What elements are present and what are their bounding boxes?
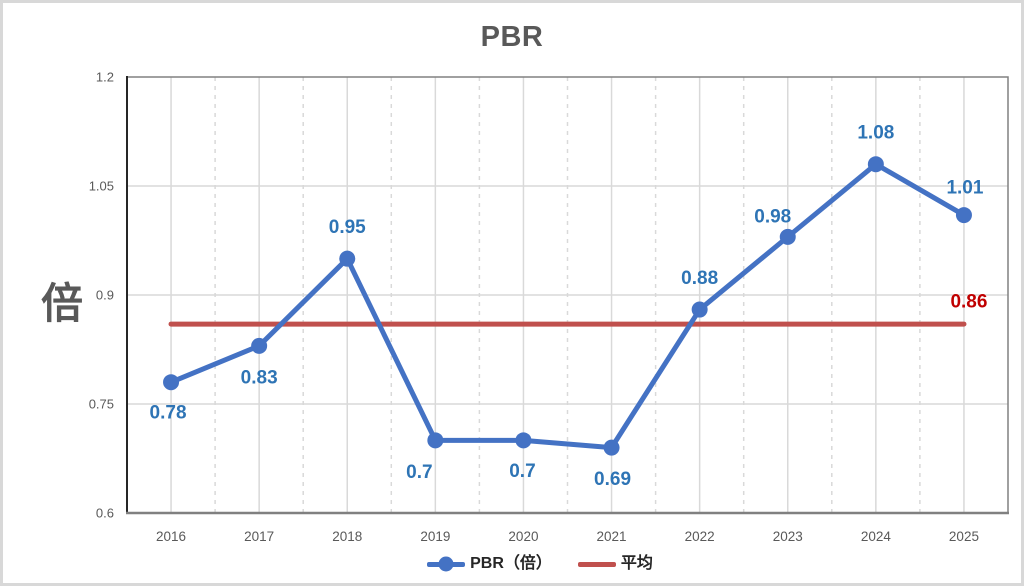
data-label-2022: 0.88 <box>681 268 718 289</box>
data-point-2023 <box>779 228 796 245</box>
data-point-2019 <box>427 432 444 449</box>
x-tick-label: 2019 <box>420 529 450 544</box>
x-tick-label: 2020 <box>508 529 538 544</box>
data-point-2020 <box>515 432 532 449</box>
data-label-2018: 0.95 <box>329 217 366 238</box>
data-label-2019: 0.7 <box>406 462 432 483</box>
x-tick-label: 2025 <box>949 529 979 544</box>
x-tick-label: 2016 <box>156 529 186 544</box>
x-tick-label: 2024 <box>861 529 892 544</box>
data-point-2024 <box>867 156 884 173</box>
x-tick-label: 2018 <box>332 529 362 544</box>
average-line-swatch-icon <box>577 561 616 567</box>
data-point-2021 <box>603 439 620 456</box>
data-label-2017: 0.83 <box>241 367 278 388</box>
y-tick-label: 0.9 <box>96 288 114 303</box>
data-point-2022 <box>691 301 708 318</box>
data-label-2020: 0.7 <box>509 461 535 482</box>
pbr-series-line <box>168 161 967 451</box>
data-label-2025: 1.01 <box>946 178 983 199</box>
data-label-2023: 0.98 <box>754 206 791 227</box>
data-point-2018 <box>339 250 356 267</box>
legend-label-pbr: PBR（倍） <box>470 555 552 572</box>
x-tick-label: 2017 <box>244 529 274 544</box>
pbr-marker-icon <box>438 556 454 572</box>
y-axis-unit-label: 倍 <box>41 280 84 327</box>
legend-item-pbr: PBR（倍） <box>427 556 552 572</box>
pbr-line-swatch-icon <box>427 556 466 572</box>
legend-item-average: 平均 <box>577 555 653 572</box>
y-tick-label: 0.6 <box>96 506 114 521</box>
y-tick-label: 1.2 <box>96 70 114 85</box>
y-tick-label: 1.05 <box>89 179 114 194</box>
average-value-label: 0.86 <box>950 292 987 313</box>
y-tick-label: 0.75 <box>89 397 114 412</box>
data-label-2016: 0.78 <box>150 403 187 424</box>
data-point-2016 <box>163 374 180 391</box>
x-tick-label: 2021 <box>597 529 627 544</box>
legend-label-average: 平均 <box>620 555 653 572</box>
data-point-2025 <box>955 207 972 224</box>
x-tick-label: 2022 <box>685 529 715 544</box>
data-label-2024: 1.08 <box>857 123 894 144</box>
data-point-2017 <box>251 337 268 354</box>
x-tick-label: 2023 <box>773 529 803 544</box>
chart-title: PBR <box>480 21 544 53</box>
legend: PBR（倍） 平均 <box>100 549 980 579</box>
data-label-2021: 0.69 <box>594 469 631 490</box>
